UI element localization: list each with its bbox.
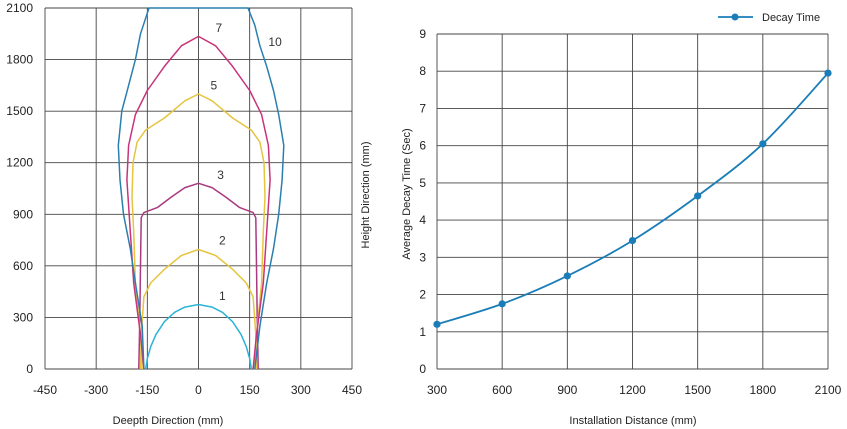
right-y-tick-label: 0	[419, 362, 426, 376]
decay-time-point-6	[824, 69, 832, 77]
pattern-curve-2	[139, 248, 258, 370]
right-y-tick-label: 5	[419, 176, 426, 190]
right-y-tick-label: 7	[419, 101, 426, 115]
legend: Decay Time	[718, 12, 820, 24]
left-x-tick-label: -300	[84, 383, 108, 397]
right-tick-labels: 300 600 900 1200 1500 1800 2100 0 1 2 3 4 5 6 7 8 9	[419, 27, 841, 397]
left-y-axis-label: Height Direction (mm)	[360, 142, 372, 249]
left-x-axis-label: Deepth Direction (mm)	[113, 415, 224, 427]
left-y-tick-label: 900	[13, 207, 33, 221]
left-x-tick-label: 300	[291, 383, 311, 397]
legend-label: Decay Time	[762, 12, 820, 24]
decay-time-point-5	[759, 140, 767, 148]
decay-time-point-2	[563, 272, 571, 280]
left-x-tick-label: 0	[195, 383, 202, 397]
curve-label-3: 3	[217, 168, 224, 182]
right-series	[433, 69, 832, 328]
left-x-tick-label: 150	[240, 383, 260, 397]
curve-label-2: 2	[219, 233, 226, 247]
left-grid	[44, 7, 353, 370]
decay-time-point-3	[628, 236, 637, 245]
right-x-tick-label: 600	[492, 383, 512, 397]
right-y-tick-label: 9	[419, 27, 426, 41]
left-curve-labels: 1 2 3 5 7 10	[210, 21, 282, 303]
left-y-tick-label: 0	[26, 362, 33, 376]
detection-area-chart: -450 -300 -150 0 150 300 450 0 300 600 900 1200 1500…	[6, 1, 372, 427]
left-tick-labels: -450 -300 -150 0 150 300 450 0 300 600 900 1200 1500…	[6, 1, 362, 397]
decay-time-chart: 300 600 900 1200 1500 1800 2100 0 1 2 3 4 5 6 7 8 9 Deca…	[401, 12, 842, 427]
right-y-tick-label: 3	[419, 250, 426, 264]
right-y-axis-label: Average Decay Time (Sec)	[401, 128, 413, 259]
left-y-tick-label: 600	[13, 259, 33, 273]
left-y-tick-label: 1200	[6, 156, 33, 170]
right-y-tick-label: 2	[419, 288, 426, 302]
left-y-tick-label: 2100	[6, 1, 33, 15]
right-grid	[436, 33, 829, 370]
left-x-tick-label: 450	[342, 383, 362, 397]
pattern-curve-10	[117, 7, 285, 370]
curve-label-10: 10	[268, 35, 282, 49]
curve-label-1: 1	[219, 289, 226, 303]
right-y-tick-label: 1	[419, 325, 426, 339]
left-y-tick-label: 300	[13, 310, 33, 324]
right-x-tick-label: 1500	[684, 383, 711, 397]
right-y-tick-label: 4	[419, 213, 426, 227]
pattern-curve-5	[131, 93, 266, 370]
curve-label-5: 5	[210, 79, 217, 93]
curve-label-7: 7	[216, 21, 223, 35]
right-x-tick-label: 2100	[815, 383, 842, 397]
right-x-tick-label: 1200	[619, 383, 646, 397]
right-y-tick-label: 8	[419, 64, 426, 78]
right-x-tick-label: 300	[427, 383, 447, 397]
pattern-curve-3	[138, 182, 259, 370]
right-x-tick-label: 900	[557, 383, 577, 397]
left-y-tick-label: 1800	[6, 53, 33, 67]
right-x-tick-label: 1800	[749, 383, 776, 397]
left-y-tick-label: 1500	[6, 104, 33, 118]
decay-time-point-4	[694, 192, 702, 200]
left-curves	[117, 7, 285, 370]
decay-time-point-1	[498, 300, 506, 308]
pattern-curve-1	[144, 303, 253, 370]
left-x-tick-label: -150	[135, 383, 159, 397]
left-x-tick-label: -450	[33, 383, 57, 397]
right-y-tick-label: 6	[419, 139, 426, 153]
legend-marker	[731, 13, 739, 21]
right-x-axis-label: Installation Distance (mm)	[569, 415, 696, 427]
pattern-curve-7	[126, 35, 271, 370]
decay-time-point-0	[433, 320, 441, 328]
